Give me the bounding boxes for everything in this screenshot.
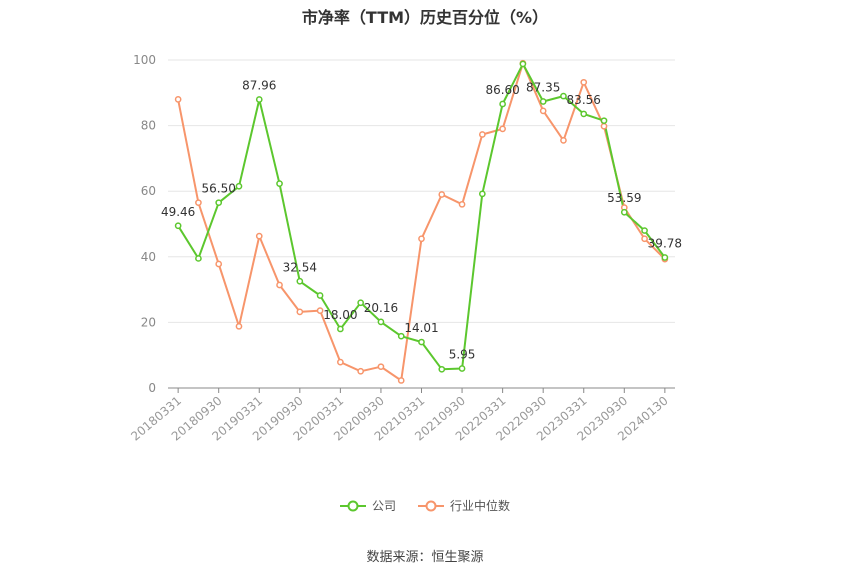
data-point-0-7[interactable] — [316, 292, 324, 299]
y-tick-label: 20 — [141, 315, 156, 329]
data-label: 87.96 — [242, 78, 276, 92]
data-point-1-7[interactable] — [316, 307, 324, 314]
legend-item-company[interactable]: 公司 — [339, 497, 396, 514]
data-point-0-19[interactable] — [560, 92, 567, 100]
data-label: 49.46 — [161, 205, 195, 219]
legend-marker-industry-median — [418, 500, 444, 511]
data-point-1-15[interactable] — [478, 131, 486, 138]
gridlines — [168, 59, 675, 323]
data-point-1-20[interactable] — [580, 78, 588, 86]
data-label: 86.60 — [485, 83, 519, 97]
data-point-1-1[interactable] — [195, 199, 202, 207]
data-point-0-24[interactable] — [661, 254, 669, 261]
data-label: 5.95 — [449, 347, 476, 361]
data-point-0-22[interactable] — [620, 208, 628, 216]
data-label: 18.00 — [323, 308, 357, 322]
data-point-0-1[interactable] — [195, 255, 202, 262]
data-point-0-21[interactable] — [600, 117, 608, 125]
data-point-0-16[interactable] — [499, 100, 506, 108]
data-point-0-0[interactable] — [174, 222, 182, 230]
data-label: 20.16 — [364, 301, 398, 315]
legend-label-industry-median: 行业中位数 — [450, 499, 511, 513]
data-point-1-21[interactable] — [600, 122, 608, 130]
data-point-0-3[interactable] — [235, 182, 243, 190]
y-tick-label: 80 — [141, 119, 156, 133]
data-point-0-15[interactable] — [478, 190, 486, 198]
data-label: 32.54 — [283, 260, 317, 274]
data-point-0-13[interactable] — [438, 365, 446, 373]
data-point-1-6[interactable] — [296, 308, 304, 316]
data-point-1-23[interactable] — [641, 235, 648, 243]
series-points — [174, 59, 669, 384]
y-tick-label: 40 — [141, 250, 156, 264]
data-point-1-16[interactable] — [499, 125, 506, 133]
data-point-1-9[interactable] — [357, 367, 365, 375]
data-point-0-9[interactable] — [357, 299, 365, 307]
data-point-1-14[interactable] — [458, 200, 466, 208]
data-point-1-11[interactable] — [397, 377, 405, 384]
data-point-0-17[interactable] — [519, 60, 527, 68]
legend-item-industry-median[interactable]: 行业中位数 — [418, 497, 510, 514]
data-label: 39.78 — [648, 237, 682, 251]
data-point-1-18[interactable] — [539, 107, 547, 115]
data-label: 14.01 — [404, 321, 438, 335]
data-point-1-3[interactable] — [235, 322, 243, 330]
data-point-1-19[interactable] — [560, 137, 567, 144]
data-point-0-18[interactable] — [539, 98, 547, 105]
y-tick-label: 100 — [133, 53, 156, 67]
y-tick-label: 60 — [141, 184, 156, 198]
data-point-0-10[interactable] — [377, 318, 385, 326]
legend-marker-company — [339, 500, 366, 511]
data-point-0-14[interactable] — [458, 365, 466, 372]
data-label: 83.56 — [567, 93, 601, 107]
data-point-1-13[interactable] — [438, 191, 446, 198]
data-point-0-4[interactable] — [255, 96, 263, 103]
data-point-1-12[interactable] — [418, 235, 425, 243]
data-label: 56.50 — [202, 182, 236, 196]
data-point-0-8[interactable] — [337, 325, 344, 333]
data-labels: 49.46 56.50 87.96 32.54 18.00 20.16 14.01 5.95 8… — [161, 78, 682, 361]
source-note: 数据来源：恒生聚源 — [366, 550, 484, 565]
data-label: 87.35 — [526, 80, 560, 94]
data-point-1-5[interactable] — [276, 281, 283, 289]
legend: 公司 行业中位数 — [0, 497, 850, 514]
data-point-0-11[interactable] — [397, 332, 405, 340]
data-point-0-12[interactable] — [418, 338, 425, 346]
data-label: 53.59 — [607, 191, 641, 205]
legend-label-company: 公司 — [371, 499, 396, 513]
data-point-1-10[interactable] — [377, 363, 385, 371]
data-point-1-4[interactable] — [255, 232, 263, 240]
data-point-0-6[interactable] — [296, 277, 304, 285]
data-point-0-5[interactable] — [276, 180, 283, 188]
chart-title: 市净率（TTM）历史百分位（%） — [301, 8, 549, 27]
data-point-0-20[interactable] — [580, 110, 588, 118]
data-point-1-0[interactable] — [174, 96, 182, 103]
data-point-0-2[interactable] — [215, 199, 223, 207]
axes: 0204060801002018033120180930201903312019… — [128, 53, 675, 444]
data-point-1-2[interactable] — [215, 260, 223, 268]
y-tick-label: 0 — [148, 381, 156, 395]
data-point-0-23[interactable] — [641, 227, 648, 234]
data-point-1-8[interactable] — [337, 358, 344, 366]
